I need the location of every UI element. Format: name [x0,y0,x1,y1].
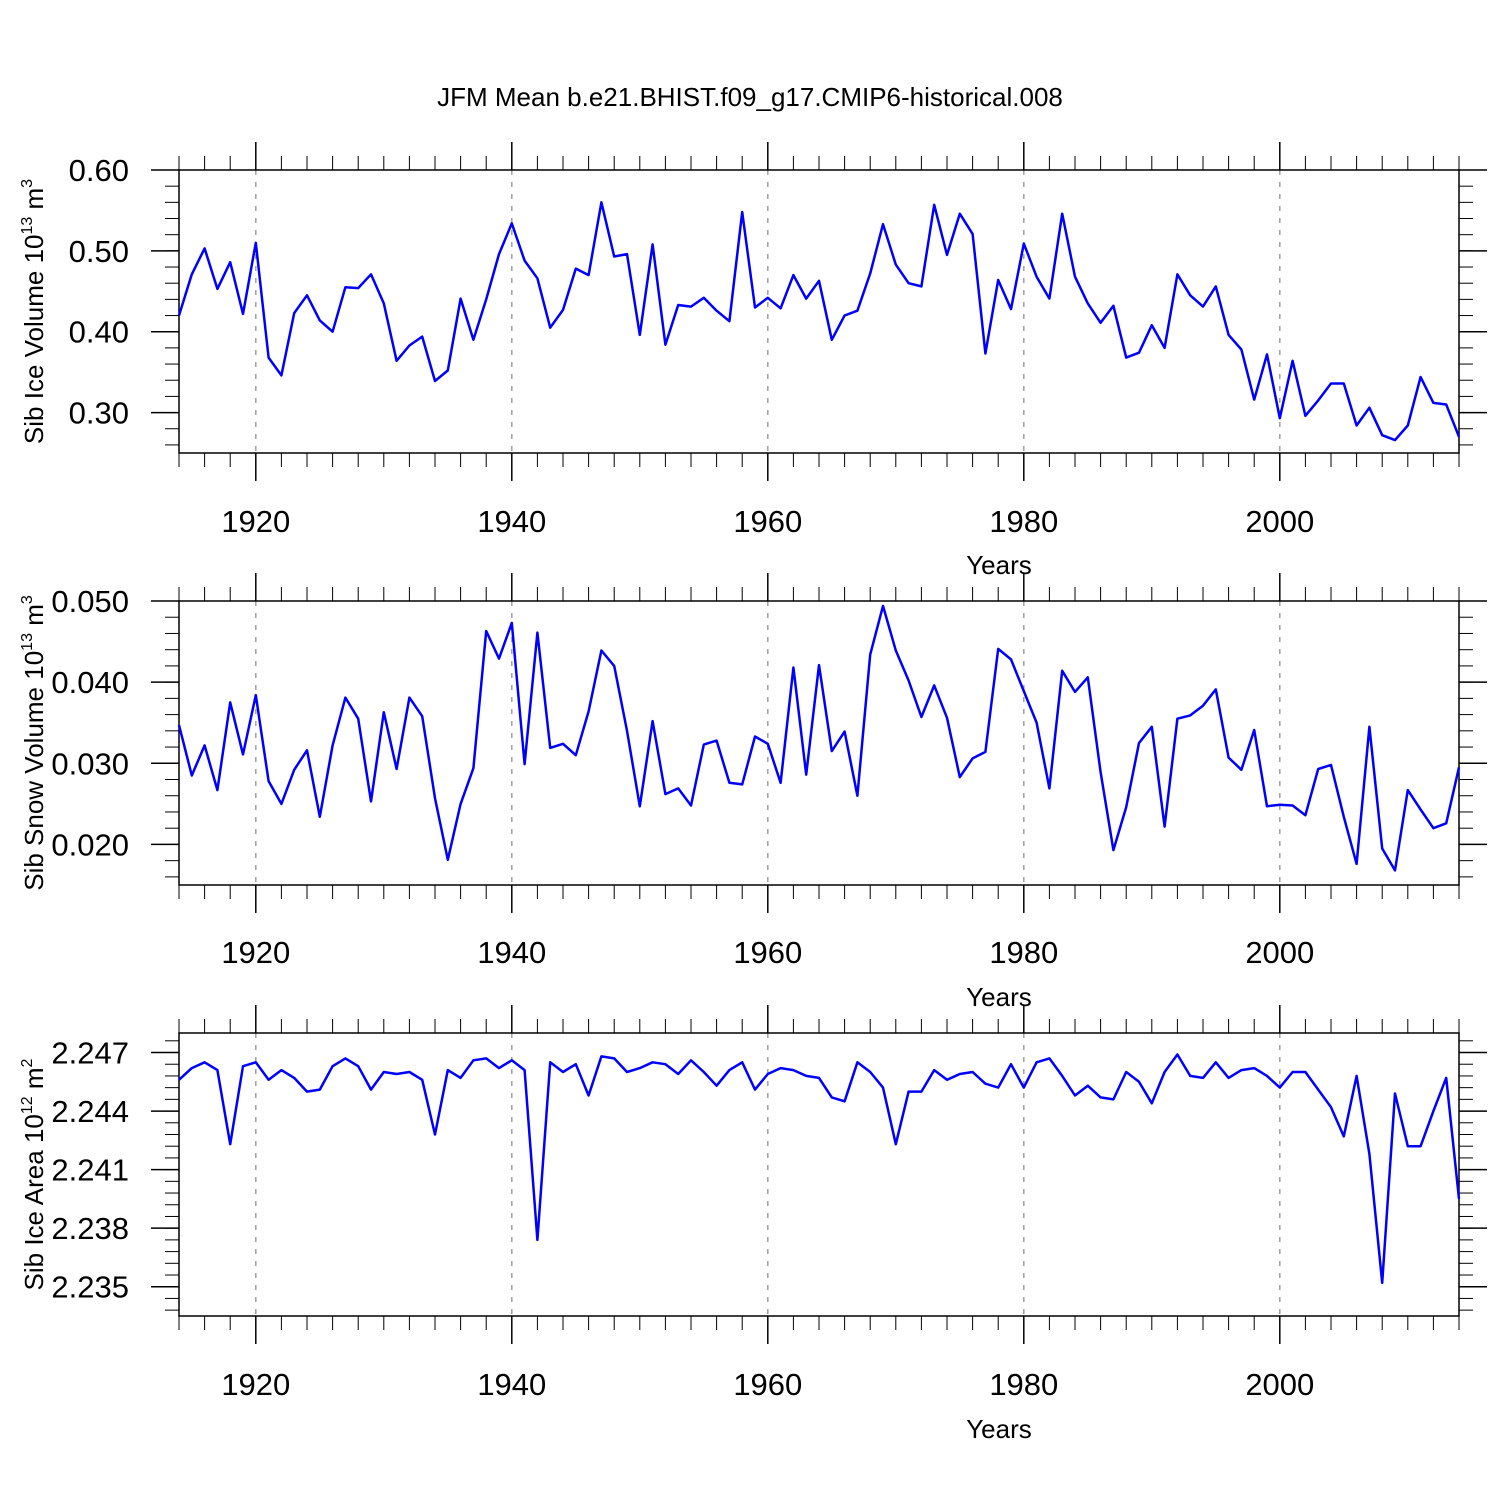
x-tick-label: 1960 [733,504,802,539]
x-axis-label: Years [966,1414,1032,1444]
series-line [178,1053,1461,1285]
x-tick-label: 1960 [733,1367,802,1402]
x-axis-label: Years [966,550,1032,580]
figure-title: JFM Mean b.e21.BHIST.f09_g17.CMIP6-histo… [437,82,1063,112]
y-tick-label: 2.244 [51,1094,129,1129]
panel-sib-ice-area: 1920 1940 1960 1980 2000 2.235 2.238 2.241 2.244… [19,1005,1487,1444]
plot-frame [178,169,1460,454]
y-tick-label: 2.247 [51,1036,129,1071]
x-tick-label: 1980 [989,935,1058,970]
y-tick-label: 0.50 [69,234,129,269]
x-axis-label: Years [966,982,1032,1012]
y-tick-label: 2.235 [51,1270,129,1305]
series-line [177,604,1461,872]
x-tick-label: 2000 [1245,1367,1314,1402]
series-line [177,201,1461,442]
panel-sib-snow-volume: 1920 1940 1960 1980 2000 0.020 0.030 0.040 0.050… [19,573,1487,1012]
x-tick-label: 1920 [221,504,290,539]
y-tick-label: 0.030 [51,746,129,781]
x-tick-label: 1940 [477,1367,546,1402]
y-tick-label: 0.050 [51,584,129,619]
x-tick-label: 2000 [1245,935,1314,970]
y-tick-label: 0.040 [51,665,129,700]
x-tick-label: 1980 [989,1367,1058,1402]
x-tick-label: 1980 [989,504,1058,539]
plot-frame [178,600,1460,886]
y-axis-label: Sib Ice Area 1012 m2 [19,1058,49,1290]
y-tick-label: 2.241 [51,1153,129,1188]
x-tick-label: 1920 [221,935,290,970]
y-axis-label: Sib Snow Volume 1013 m3 [19,595,49,891]
y-tick-label: 0.40 [69,315,129,350]
y-tick-label: 0.30 [69,396,129,431]
y-axis-label: Sib Ice Volume 1013 m3 [19,179,49,444]
y-tick-label: 0.60 [69,153,129,188]
x-tick-label: 1960 [733,935,802,970]
x-tick-label: 1920 [221,1367,290,1402]
y-tick-label: 0.020 [51,827,129,862]
y-tick-label: 2.238 [51,1211,129,1246]
x-tick-label: 1940 [477,935,546,970]
panel-sib-ice-volume: 1920 1940 1960 1980 2000 0.30 0.40 0.50 0.60 Year… [19,142,1487,580]
x-tick-label: 2000 [1245,504,1314,539]
x-tick-label: 1940 [477,504,546,539]
plot-frame [178,1032,1460,1317]
